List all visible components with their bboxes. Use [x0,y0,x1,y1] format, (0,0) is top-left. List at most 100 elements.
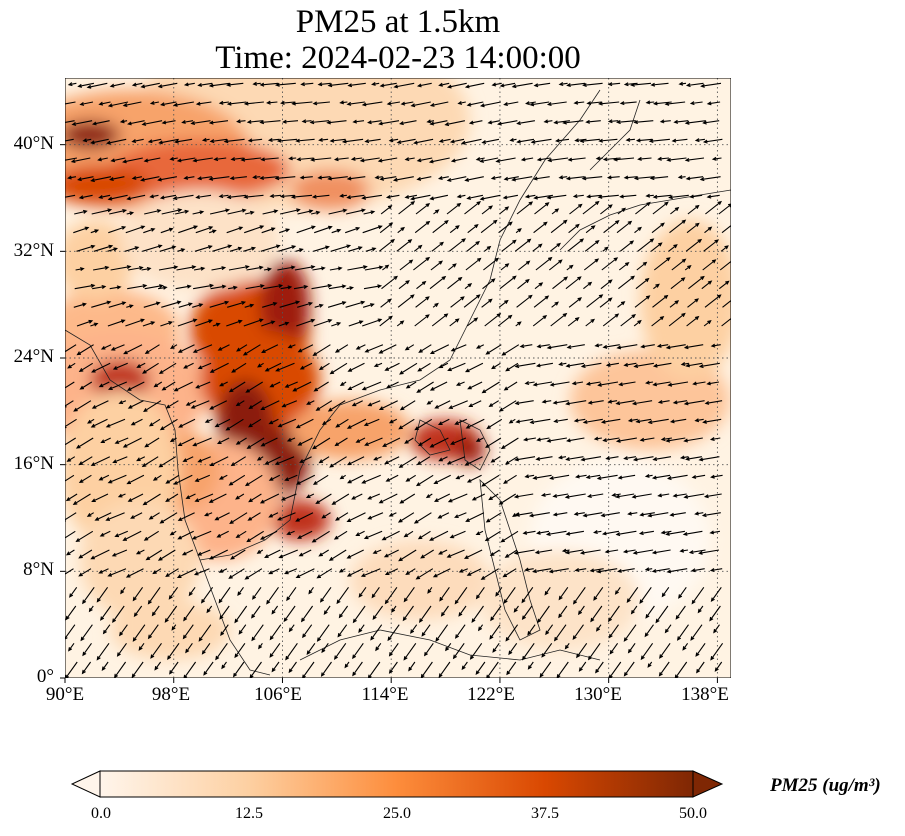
wind-arrow [448,238,467,252]
wind-arrow [122,101,142,108]
wind-arrow [364,265,384,271]
wind-arrow [515,512,533,517]
wind-arrow [684,265,692,271]
wind-arrow [172,101,194,107]
wind-arrow [593,530,602,535]
wind-arrow [447,276,463,290]
wind-arrow [721,317,731,327]
wind-arrow [656,343,669,348]
wind-arrow [524,194,536,199]
wind-arrow [487,120,501,125]
plot-subtitle: Time: 2024-02-23 14:00:00 [215,40,581,76]
wind-arrow [687,298,699,308]
wind-arrow [594,343,603,348]
wind-arrow [475,157,485,162]
wind-arrow [463,549,483,559]
wind-arrow [144,209,162,215]
wind-arrow [351,493,363,500]
wind-arrow [600,204,613,215]
wind-arrow [269,642,281,658]
wind-arrow [586,194,602,199]
wind-arrow [312,101,330,106]
wind-arrow [475,344,485,349]
wind-arrow [567,157,586,162]
pm25-plume [65,165,150,205]
wind-arrow [259,82,279,87]
wind-arrow [549,381,570,387]
wind-arrow [338,605,349,619]
wind-arrow [388,138,399,143]
wind-arrow [546,101,567,107]
wind-arrow [263,267,272,272]
wind-arrow [634,226,642,234]
wind-arrow [450,344,467,352]
wind-arrow [703,493,722,499]
wind-arrow [449,138,465,144]
wind-arrow [535,256,553,271]
wind-arrow [536,530,550,535]
wind-arrow [78,194,93,200]
wind-arrow [397,512,415,523]
wind-arrow [351,400,363,407]
wind-arrow [200,586,214,604]
wind-arrow [178,302,193,308]
wind-arrow [323,605,331,616]
wind-arrow [90,456,111,466]
wind-arrow [234,605,248,624]
wind-arrow [511,82,533,89]
wind-arrow [108,301,127,308]
wind-arrow [465,362,484,373]
wind-arrow [572,624,584,641]
wind-arrow [78,362,93,372]
wind-arrow [532,315,548,327]
wind-arrow [284,381,298,388]
wind-arrow [635,201,651,215]
wind-arrow [313,381,329,392]
wind-arrow [392,176,414,182]
wind-arrow [260,244,281,252]
wind-arrow [497,314,513,327]
wind-arrow [532,474,552,480]
wind-arrow [266,586,279,605]
wind-arrow [181,549,194,556]
wind-arrow [670,277,686,290]
wind-arrow [344,661,350,669]
wind-arrow [70,157,91,164]
wind-arrow [597,381,619,387]
wind-arrow [458,568,469,573]
wind-arrow [623,661,635,677]
wind-arrow [345,300,366,308]
wind-arrow [131,82,143,87]
wind-arrow [169,156,178,161]
wind-arrow [259,530,278,540]
wind-arrow [481,381,500,394]
wind-arrow [465,418,485,429]
wind-arrow [372,605,384,621]
wind-arrow [107,194,128,201]
y-tick-label: 24°N [13,346,54,367]
wind-arrow [499,82,516,88]
wind-arrow [92,284,107,290]
wind-arrow [615,400,635,406]
wind-arrow [183,661,197,678]
pm25-plume [90,360,150,400]
wind-arrow [161,381,176,391]
wind-arrow [432,220,449,234]
wind-arrow [676,624,689,641]
wind-arrow [384,586,398,605]
wind-arrow [466,101,484,107]
wind-arrow [218,568,228,573]
wind-arrow [336,586,349,605]
wind-arrow [605,362,619,367]
wind-arrow [295,568,315,578]
wind-arrow [552,276,568,290]
wind-arrow [346,101,365,106]
wind-arrow [361,474,381,484]
wind-arrow [627,511,638,516]
wind-arrow [312,266,326,271]
wind-arrow [327,301,347,308]
wind-arrow [388,661,398,674]
wind-arrow [692,381,706,386]
wind-arrow [545,530,567,537]
wind-arrow [525,101,536,106]
